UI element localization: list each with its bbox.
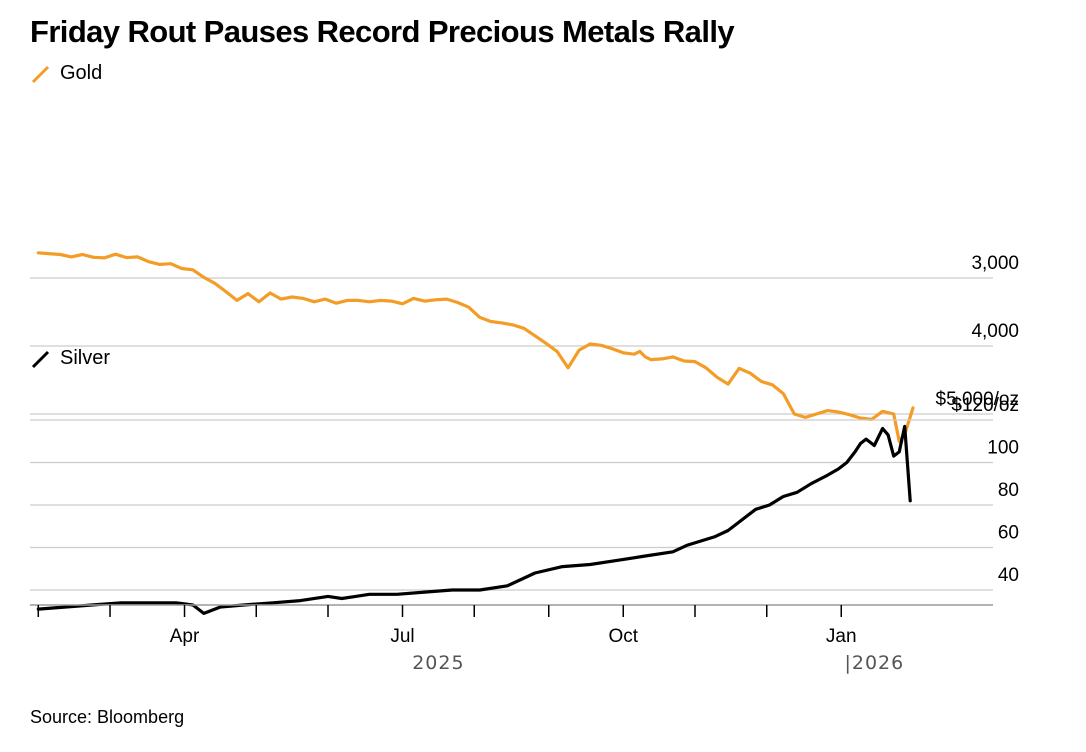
silver-line-icon bbox=[31, 350, 50, 368]
silver-ytick-label: 100 bbox=[987, 438, 1019, 459]
x-month-label: Apr bbox=[170, 626, 200, 647]
legend-silver: Silver bbox=[30, 347, 110, 370]
silver-ytick-label: 60 bbox=[998, 523, 1019, 544]
legend-gold-label: Gold bbox=[60, 62, 103, 84]
legend-silver-label: Silver bbox=[60, 347, 111, 369]
x-year-label: |2026 bbox=[844, 652, 904, 674]
silver-ytick-label: 80 bbox=[998, 480, 1019, 501]
x-month-label: Jan bbox=[826, 626, 857, 647]
gold-ytick-label: 4,000 bbox=[971, 321, 1019, 342]
x-month-label: Oct bbox=[608, 626, 638, 647]
silver-ytick-label: $120/oz bbox=[951, 395, 1019, 416]
gold-ytick-label: 3,000 bbox=[971, 253, 1019, 274]
silver-series-line bbox=[36, 424, 912, 616]
source-note: Source: Bloomberg bbox=[30, 707, 185, 727]
legend-gold: Gold bbox=[30, 62, 102, 85]
silver-ytick-label: 40 bbox=[998, 565, 1019, 586]
chart-title: Friday Rout Pauses Record Precious Metal… bbox=[30, 14, 735, 49]
x-year-label: 2025 bbox=[412, 652, 464, 674]
x-month-label: Jul bbox=[390, 626, 414, 647]
gold-series-line bbox=[36, 251, 915, 443]
gold-ytick-label: $5,000/oz bbox=[936, 389, 1019, 410]
gold-line-icon bbox=[31, 65, 50, 83]
